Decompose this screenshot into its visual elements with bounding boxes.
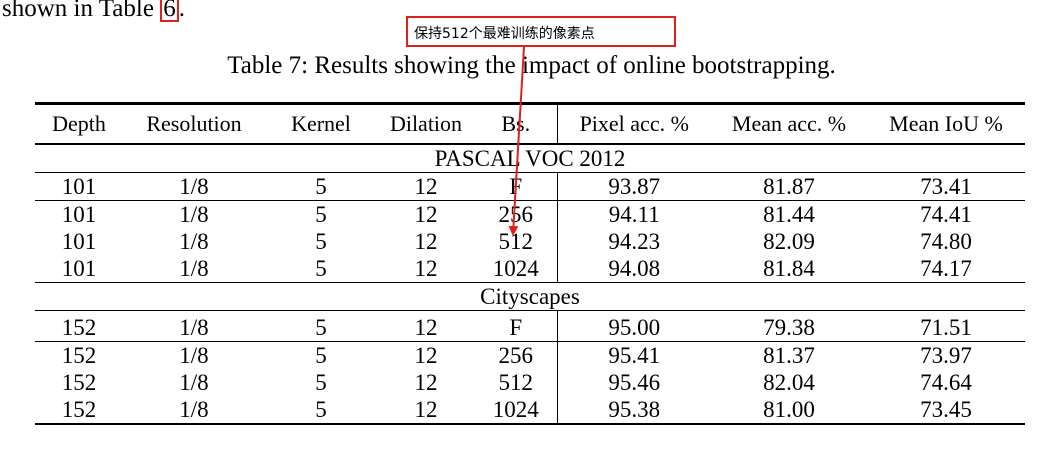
cell: 93.87 xyxy=(557,172,711,201)
header-pixel-acc: Pixel acc. % xyxy=(579,111,689,136)
header-dilation: Dilation xyxy=(389,111,463,136)
cell: 71.51 xyxy=(867,310,1025,342)
cell: 74.41 xyxy=(920,202,972,227)
cell: 1/8 xyxy=(123,310,265,342)
header-depth: Depth xyxy=(52,111,106,136)
section-title-row: Cityscapes xyxy=(35,282,1025,311)
cell: 5 xyxy=(315,229,327,254)
table-row: 152 1/8 5 12 F 95.00 79.38 71.51 xyxy=(35,310,1025,342)
results-table: Depth Resolution Kernel Dilation Bs. Pix… xyxy=(35,102,1025,425)
cell: 12 xyxy=(414,229,438,254)
cell: 152 xyxy=(61,370,97,395)
cell: 74.17 xyxy=(920,256,972,281)
section-title: PASCAL VOC 2012 xyxy=(35,143,1025,173)
cell: 1/8 xyxy=(179,202,209,227)
table-row: 101 1/8 5 12 1024 94.08 81.84 74.17 xyxy=(35,255,1025,283)
cell: 5 xyxy=(265,310,377,342)
preceding-text: shown in Table xyxy=(2,0,161,22)
cell: 12 xyxy=(377,396,475,425)
cell: 152 xyxy=(35,396,123,425)
cell: 95.38 xyxy=(557,396,711,425)
cell: 12 xyxy=(377,172,475,201)
cell: 81.00 xyxy=(711,396,867,425)
cell: 81.87 xyxy=(711,172,867,201)
cell: 1/8 xyxy=(179,370,209,395)
table-reference-highlight: 6 xyxy=(160,0,179,22)
cell: 81.44 xyxy=(763,202,815,227)
cell: 101 xyxy=(61,202,97,227)
header-row: Depth Resolution Kernel Dilation Bs. Pix… xyxy=(35,103,1025,144)
cell: 95.41 xyxy=(608,343,661,368)
cell: 1/8 xyxy=(123,172,265,201)
cell: 12 xyxy=(377,310,475,342)
table-row: 152 1/8 5 12 256 95.41 81.37 73.97 xyxy=(35,341,1025,369)
cell: 5 xyxy=(315,343,327,368)
header-bs: Bs. xyxy=(475,103,558,144)
cell: F xyxy=(475,172,558,201)
cell: 94.23 xyxy=(608,229,661,254)
best-bs-cell: 512 xyxy=(475,228,558,255)
section-title-row: PASCAL VOC 2012 xyxy=(35,143,1025,173)
cell: 79.38 xyxy=(711,310,867,342)
cell: 1/8 xyxy=(179,343,209,368)
cell: 74.80 xyxy=(920,229,972,254)
table-row: 152 1/8 5 12 1024 95.38 81.00 73.45 xyxy=(35,396,1025,425)
cell: 1024 xyxy=(475,255,558,283)
cell: F xyxy=(475,310,558,342)
cell: 12 xyxy=(414,202,438,227)
table-row-best: 152 1/8 5 12 512 95.46 82.04 74.64 xyxy=(35,369,1025,396)
cell: 5 xyxy=(315,370,327,395)
cell: 82.09 xyxy=(763,229,815,254)
cell: 94.11 xyxy=(608,202,660,227)
cell: 73.45 xyxy=(867,396,1025,425)
cell: 101 xyxy=(35,172,123,201)
cell: 95.00 xyxy=(557,310,711,342)
table-row-best: 101 1/8 5 12 512 94.23 82.09 74.80 xyxy=(35,228,1025,255)
table-row: 101 1/8 5 12 256 94.11 81.44 74.41 xyxy=(35,200,1025,228)
cell: 82.04 xyxy=(763,370,815,395)
cell: 1/8 xyxy=(123,396,265,425)
cell: 94.08 xyxy=(608,256,661,281)
cell: 12 xyxy=(414,343,438,368)
cell: 1/8 xyxy=(179,229,209,254)
cell: 74.64 xyxy=(920,370,972,395)
cell: 152 xyxy=(61,343,97,368)
cell: 256 xyxy=(475,200,558,228)
section-title: Cityscapes xyxy=(35,282,1025,311)
best-bs-cell: 512 xyxy=(475,369,558,396)
cell: 5 xyxy=(315,256,327,281)
cell: 101 xyxy=(61,229,97,254)
header-resolution: Resolution xyxy=(146,111,242,136)
cell: 5 xyxy=(315,202,327,227)
cell: 5 xyxy=(265,172,377,201)
cell: 81.37 xyxy=(763,343,815,368)
header-mean-acc: Mean acc. % xyxy=(731,111,847,136)
preceding-text-line: shown in Table 6. xyxy=(2,0,185,24)
cell: 5 xyxy=(265,396,377,425)
cell: 1/8 xyxy=(179,256,209,281)
cell: 73.97 xyxy=(920,343,972,368)
annotation-box: 保持512个最难训练的像素点 xyxy=(406,16,676,47)
table-row: 101 1/8 5 12 F 93.87 81.87 73.41 xyxy=(35,172,1025,201)
preceding-text-end: . xyxy=(178,0,185,22)
cell: 12 xyxy=(414,370,438,395)
cell: 152 xyxy=(35,310,123,342)
cell: 95.46 xyxy=(608,370,661,395)
cell: 256 xyxy=(475,341,558,369)
cell: 81.84 xyxy=(763,256,815,281)
cell: 12 xyxy=(414,256,438,281)
table-caption: Table 7: Results showing the impact of o… xyxy=(227,52,836,79)
cell: 101 xyxy=(61,256,97,281)
header-kernel: Kernel xyxy=(291,111,351,136)
cell: 1024 xyxy=(475,396,558,425)
cell: 73.41 xyxy=(867,172,1025,201)
header-mean-iou: Mean IoU % xyxy=(889,111,1003,136)
